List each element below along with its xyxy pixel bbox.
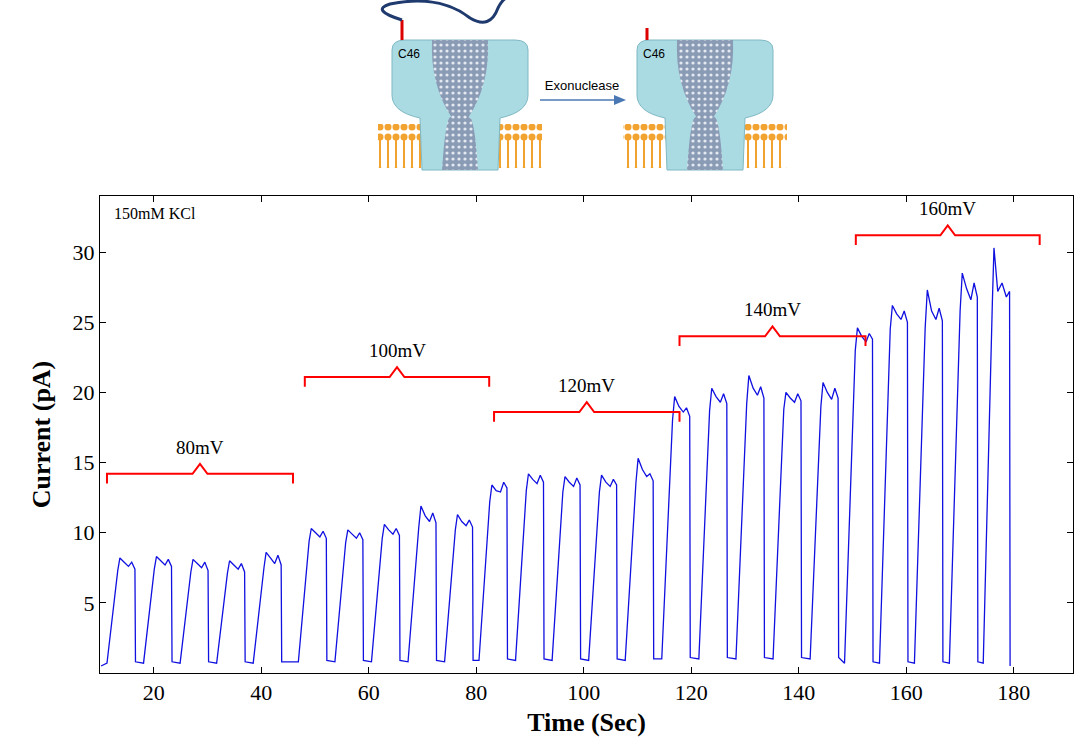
svg-text:25: 25: [73, 310, 95, 335]
svg-text:100mV: 100mV: [369, 340, 426, 361]
svg-text:5: 5: [84, 591, 95, 616]
svg-text:120: 120: [675, 680, 708, 705]
svg-text:160: 160: [890, 680, 923, 705]
svg-text:20: 20: [143, 680, 165, 705]
svg-text:80mV: 80mV: [176, 437, 224, 458]
svg-text:Current (pA): Current (pA): [27, 361, 56, 509]
svg-text:C46: C46: [398, 47, 420, 61]
svg-text:40: 40: [250, 680, 272, 705]
svg-text:15: 15: [73, 450, 95, 475]
svg-text:10: 10: [73, 520, 95, 545]
svg-text:Time (Sec): Time (Sec): [527, 708, 646, 737]
svg-text:80: 80: [465, 680, 487, 705]
svg-text:Exonuclease: Exonuclease: [545, 78, 619, 93]
svg-text:140: 140: [782, 680, 815, 705]
svg-text:30: 30: [73, 240, 95, 265]
svg-text:C46: C46: [643, 47, 665, 61]
svg-text:140mV: 140mV: [744, 299, 801, 320]
svg-text:100: 100: [567, 680, 600, 705]
svg-text:60: 60: [358, 680, 380, 705]
svg-text:180: 180: [997, 680, 1030, 705]
svg-text:160mV: 160mV: [919, 198, 976, 219]
svg-text:20: 20: [73, 380, 95, 405]
svg-text:120mV: 120mV: [558, 375, 615, 396]
svg-text:150mM KCl: 150mM KCl: [114, 205, 196, 222]
